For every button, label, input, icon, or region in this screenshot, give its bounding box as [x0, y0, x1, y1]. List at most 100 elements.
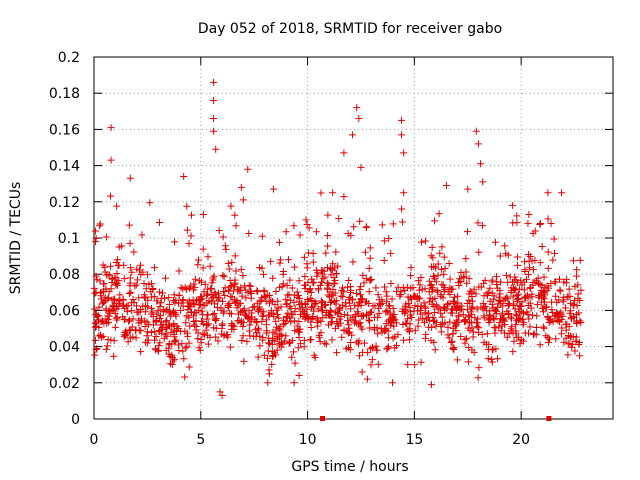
data-point — [98, 317, 106, 325]
data-point — [425, 298, 433, 306]
data-point — [132, 281, 140, 289]
data-point — [526, 299, 534, 307]
data-point — [126, 239, 134, 247]
data-point — [340, 193, 348, 201]
data-point — [265, 292, 273, 300]
data-point — [255, 303, 263, 311]
data-point — [398, 205, 406, 213]
data-point — [227, 202, 235, 210]
data-point — [124, 338, 132, 346]
data-point — [305, 224, 313, 232]
data-point — [431, 308, 439, 316]
data-point — [418, 285, 426, 293]
data-point — [166, 360, 174, 368]
data-point — [315, 333, 323, 341]
data-point — [485, 318, 493, 326]
y-tick-label: 0.04 — [49, 340, 80, 356]
data-point — [226, 283, 234, 291]
data-point — [431, 275, 439, 283]
data-point — [199, 301, 207, 309]
data-point — [238, 307, 246, 315]
data-point — [429, 254, 437, 262]
data-point — [415, 316, 423, 324]
data-point — [290, 222, 298, 230]
data-point — [155, 219, 163, 227]
data-point — [524, 219, 532, 227]
data-point — [175, 341, 183, 349]
data-point — [505, 309, 513, 317]
data-point — [196, 296, 204, 304]
data-point — [187, 232, 195, 240]
data-point — [127, 288, 135, 296]
data-point — [96, 220, 104, 228]
data-point — [377, 301, 385, 309]
data-point — [340, 311, 348, 319]
data-point — [224, 303, 232, 311]
data-point — [378, 299, 386, 307]
data-point — [264, 347, 272, 355]
data-point — [157, 299, 165, 307]
data-point — [145, 321, 153, 329]
data-point — [304, 249, 312, 257]
data-point — [499, 302, 507, 310]
data-point — [256, 342, 264, 350]
data-point — [548, 306, 556, 314]
data-point — [333, 317, 341, 325]
data-point — [236, 299, 244, 307]
data-point — [220, 273, 228, 281]
data-point — [126, 264, 134, 272]
data-point — [430, 262, 438, 270]
data-point — [514, 296, 522, 304]
data-point — [513, 219, 521, 227]
data-point — [351, 317, 359, 325]
data-point — [199, 264, 207, 272]
data-point — [182, 285, 190, 293]
data-point — [155, 328, 163, 336]
data-point — [433, 286, 441, 294]
data-point — [102, 233, 110, 241]
data-point — [338, 333, 346, 341]
data-point — [444, 323, 452, 331]
data-point — [217, 304, 225, 312]
chart-title: Day 052 of 2018, SRMTID for receiver gab… — [198, 21, 502, 37]
data-point — [468, 297, 476, 305]
data-point — [259, 334, 267, 342]
data-point — [513, 333, 521, 341]
data-point — [169, 307, 177, 315]
data-point — [494, 355, 502, 363]
data-point — [375, 304, 383, 312]
data-point — [295, 372, 303, 380]
data-point — [331, 298, 339, 306]
data-point — [490, 313, 498, 321]
data-point — [425, 316, 433, 324]
data-point — [316, 337, 324, 345]
data-point — [246, 332, 254, 340]
data-point — [354, 340, 362, 348]
data-point — [104, 295, 112, 303]
data-point — [432, 322, 440, 330]
data-point — [465, 312, 473, 320]
data-point — [355, 115, 363, 123]
data-point — [110, 352, 118, 360]
data-point — [434, 305, 442, 313]
data-point — [322, 340, 330, 348]
data-point — [513, 291, 521, 299]
data-point — [273, 310, 281, 318]
data-point — [508, 315, 516, 323]
data-point — [171, 338, 179, 346]
data-point — [574, 295, 582, 303]
data-point — [361, 339, 369, 347]
data-point — [190, 321, 198, 329]
data-point — [338, 287, 346, 295]
data-point — [282, 332, 290, 340]
data-point — [468, 346, 476, 354]
data-point — [562, 326, 570, 334]
data-point — [534, 274, 542, 282]
data-point — [239, 196, 247, 204]
data-point — [210, 272, 218, 280]
data-point — [314, 322, 322, 330]
data-point — [437, 309, 445, 317]
data-point — [544, 215, 552, 223]
data-point — [383, 307, 391, 315]
data-point — [390, 322, 398, 330]
